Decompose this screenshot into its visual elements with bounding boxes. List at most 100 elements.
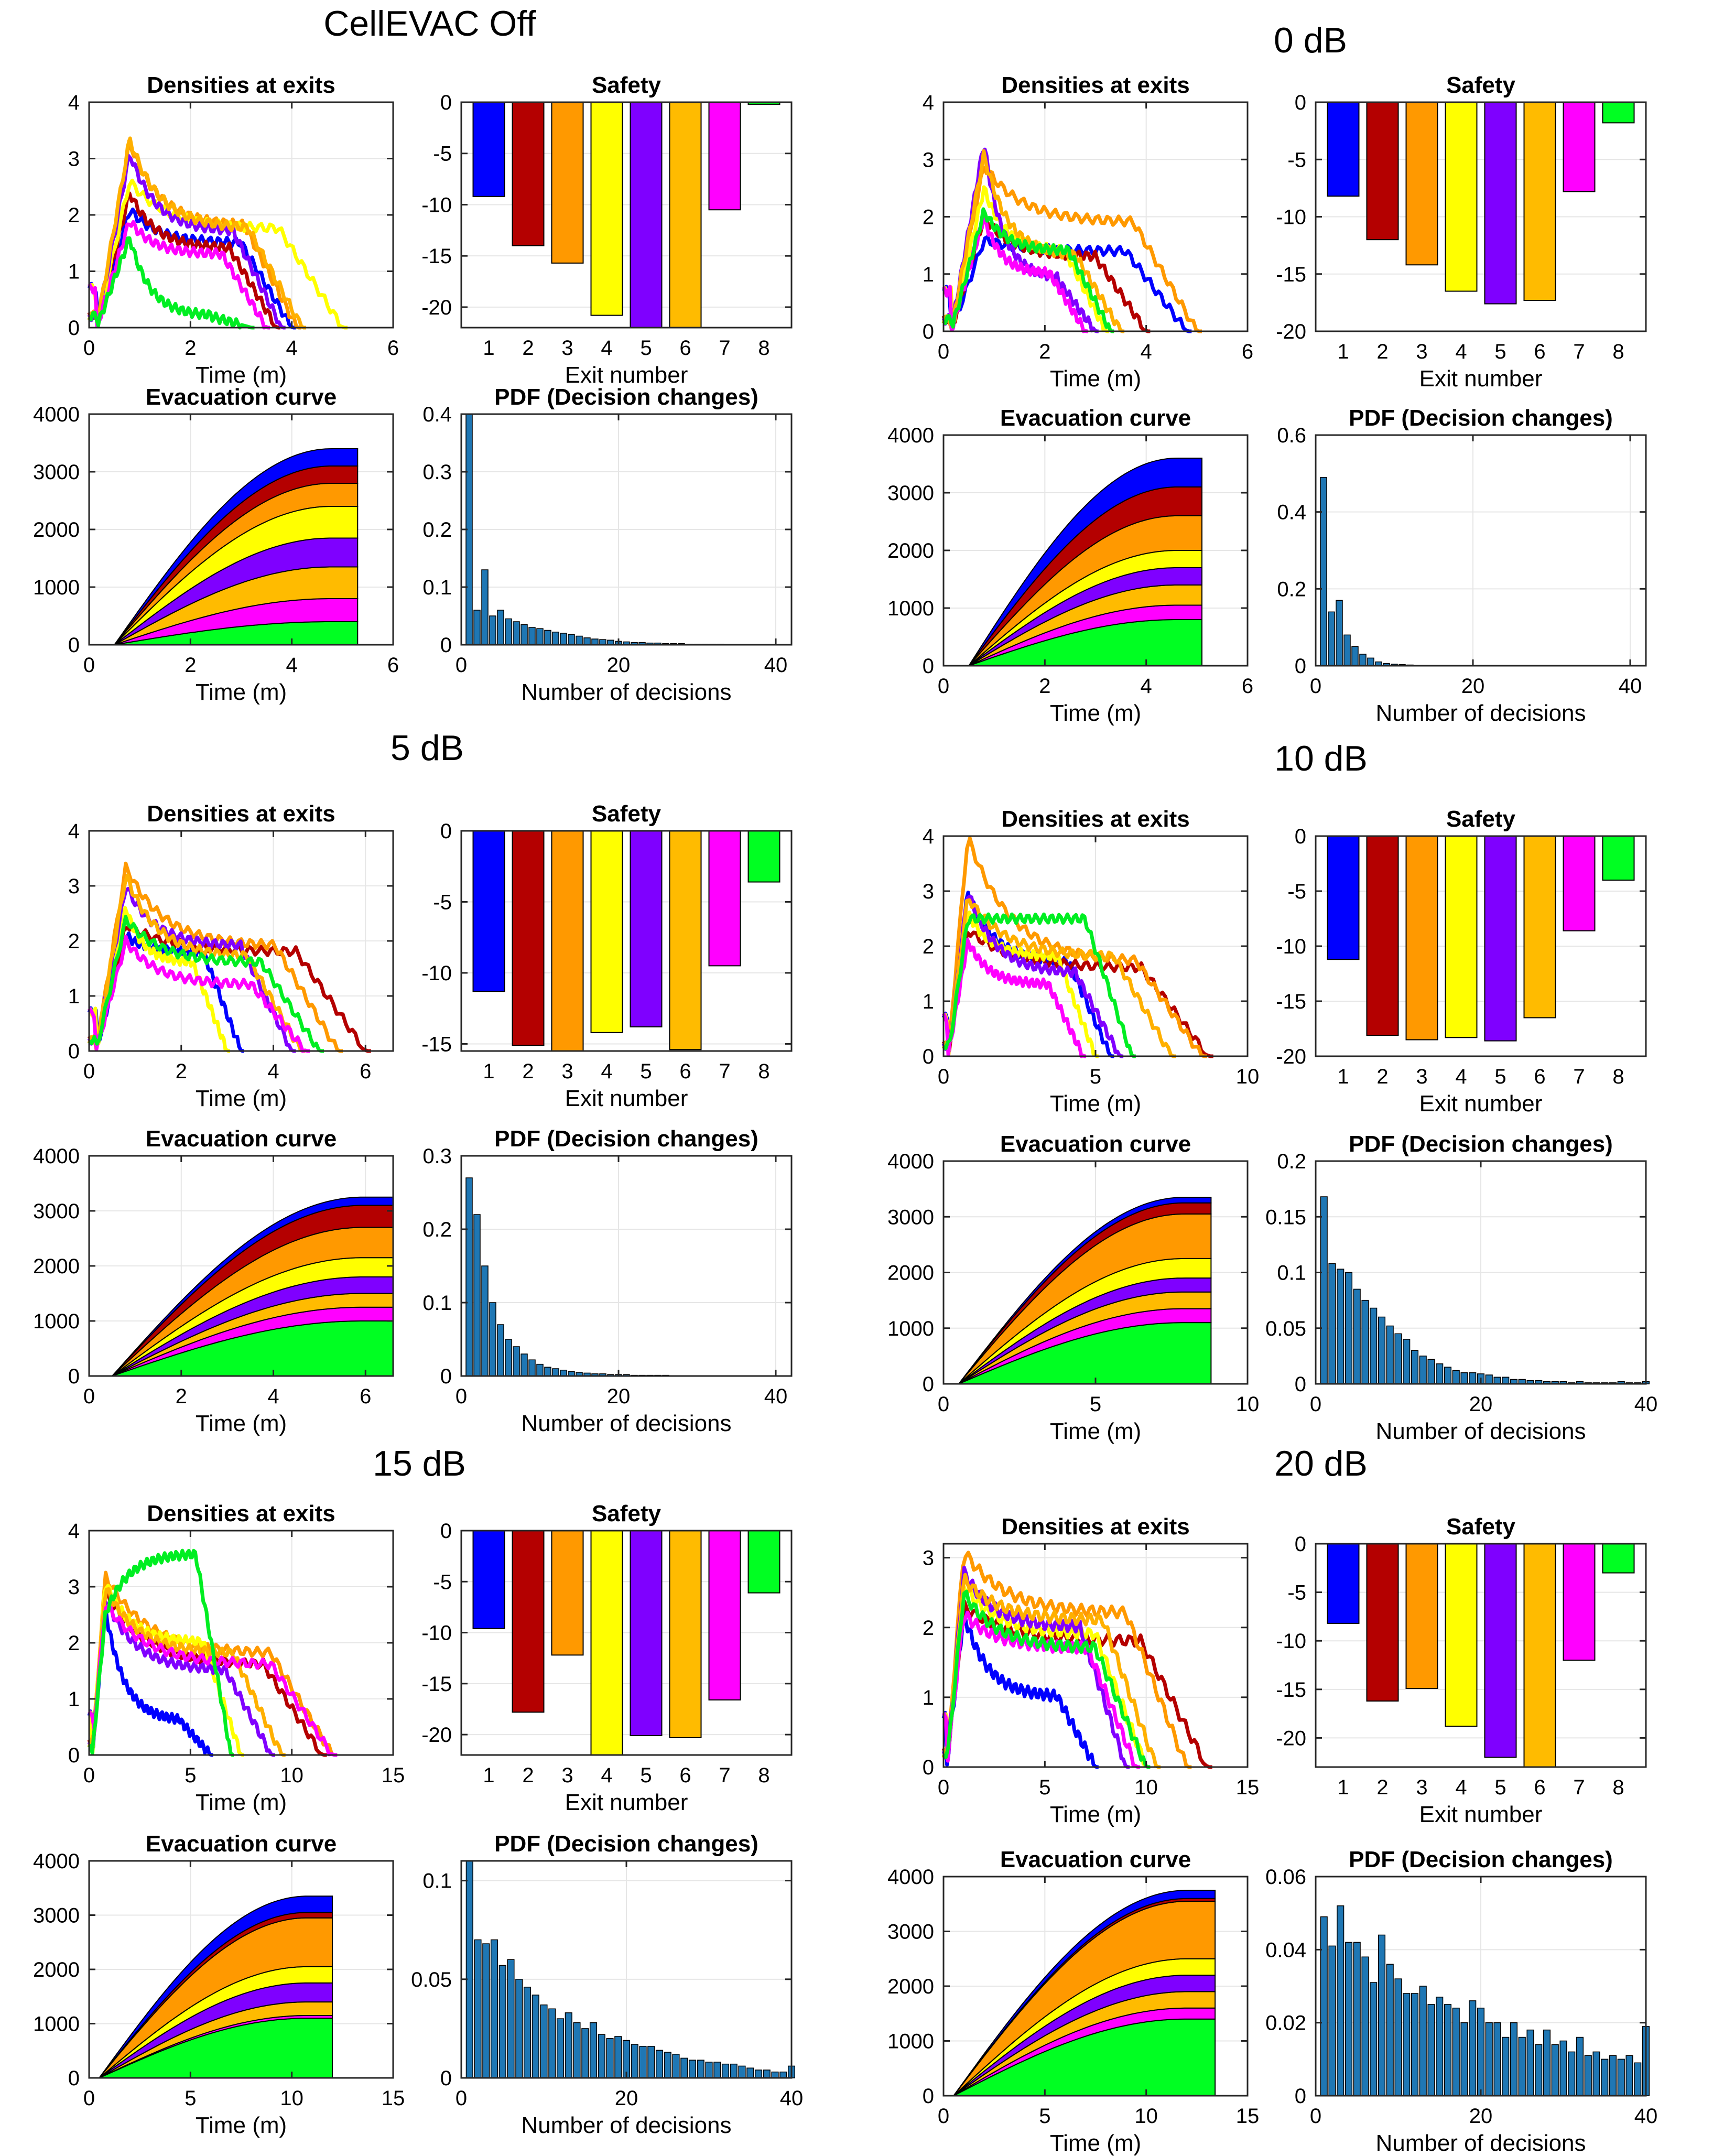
densities-title: Densities at exits (147, 801, 335, 827)
pdf-bar-8 (521, 624, 528, 645)
y-tick-label: 0.1 (422, 1870, 452, 1893)
y-tick-label: 0 (923, 320, 934, 343)
x-tick-label: 6 (1534, 1065, 1545, 1088)
evacuation-title: Evacuation curve (146, 1831, 337, 1857)
pdf-bar-21 (1485, 1374, 1493, 1384)
pdf-xlabel: Number of decisions (1375, 1418, 1586, 1444)
safety-axes: 1 2 3 4 5 6 7 8 0 -5 -10 -15 -20 Safety Exit number (1276, 1514, 1647, 1827)
x-tick-label: 4 (1455, 1776, 1467, 1799)
pdf-bar-7 (513, 621, 520, 645)
y-tick-label: 2000 (887, 1975, 934, 1998)
y-tick-label: -20 (421, 296, 452, 319)
evacuation-plot (958, 1197, 1212, 1384)
pdf-frame (1315, 434, 1647, 667)
pdf-bar-27 (680, 2057, 688, 2078)
y-tick-label: 0.4 (1277, 501, 1306, 524)
x-tick-label: 6 (387, 337, 399, 360)
x-tick-label: 8 (758, 337, 769, 360)
y-tick-label: 0.02 (1265, 2012, 1306, 2035)
pdf-bar-34 (1592, 2051, 1600, 2096)
safety-bar-exit-7 (1563, 836, 1596, 931)
pdf-tick-labels: 0 20 40 0 0.05 0.1 0.15 0.2 (1265, 1150, 1657, 1416)
pdf-bar-12 (556, 2018, 565, 2078)
y-tick-label: -10 (1276, 206, 1306, 229)
densities-axes: 0 2 4 6 0 1 2 3 4 Densities at exits Time (m) (68, 801, 394, 1111)
safety-bar-exit-6 (1523, 102, 1556, 301)
pdf-bar-14 (1427, 2004, 1435, 2096)
density-line-exit-8 (88, 915, 324, 1053)
y-tick-label: 3 (68, 148, 80, 171)
densities-frame (88, 101, 394, 329)
x-tick-label: 5 (640, 1764, 652, 1787)
x-tick-label: 40 (764, 654, 788, 677)
pdf-bar-28 (1543, 2029, 1551, 2096)
pdf-bar-22 (639, 2046, 647, 2078)
x-tick-label: 5 (1039, 2105, 1050, 2128)
safety-bar-exit-6 (669, 830, 702, 1050)
pdf-bar-2 (473, 1214, 481, 1377)
axes-box (460, 1530, 793, 1756)
y-tick-label: 4000 (887, 1866, 934, 1889)
pdf-xlabel: Number of decisions (521, 2112, 731, 2138)
y-tick-label: 2 (923, 935, 934, 958)
y-tick-label: 0.1 (1277, 1262, 1306, 1285)
pdf-bar-2 (474, 1939, 482, 2078)
pdf-title: PDF (Decision changes) (1349, 405, 1613, 431)
pdf-bar-34 (738, 2065, 746, 2078)
safety-bar-exit-1 (1327, 1543, 1360, 1624)
y-tick-label: -5 (1287, 148, 1306, 171)
densities-frame (942, 835, 1249, 1057)
x-tick-label: 5 (1039, 1776, 1050, 1799)
evacuation-axes: 0 2 4 6 0 1000 2000 3000 4000 Evacuation curve Tim… (33, 384, 399, 705)
safety-bar-exit-4 (1445, 1543, 1478, 1727)
pdf-bar-22 (1493, 2022, 1501, 2096)
y-tick-label: -10 (1276, 1630, 1306, 1653)
x-tick-label: 7 (1573, 340, 1585, 363)
pdf-bar-10 (1394, 1333, 1402, 1384)
pdf-title: PDF (Decision changes) (1349, 1847, 1613, 1872)
safety-plot-area (461, 1531, 792, 1755)
safety-bar-exit-4 (1445, 836, 1478, 1038)
pdf-bar-8 (523, 1987, 532, 2078)
densities-tick-labels: 0 5 10 15 0 1 2 3 (923, 1547, 1260, 1799)
scenario-heading: 0 dB (1274, 20, 1347, 60)
pdf-plot (465, 1177, 779, 1377)
x-tick-label: 0 (938, 2105, 949, 2128)
y-tick-label: 1 (923, 263, 934, 286)
x-tick-label: 5 (1494, 1065, 1506, 1088)
y-tick-label: 0.1 (422, 576, 452, 599)
safety-frame (460, 1530, 793, 1756)
pdf-bar-17 (598, 2034, 605, 2078)
safety-bar-exit-1 (1327, 102, 1360, 197)
evacuation-title: Evacuation curve (146, 1126, 337, 1152)
pdf-bar-15 (1436, 1997, 1444, 2096)
axes-box (1315, 434, 1647, 667)
safety-xlabel: Exit number (1419, 366, 1543, 392)
x-tick-label: 5 (1090, 1065, 1101, 1088)
x-tick-label: 3 (1416, 340, 1427, 363)
y-tick-label: 4 (68, 91, 80, 114)
x-tick-label: 6 (360, 1060, 371, 1083)
safety-tick-labels: 1 2 3 4 5 6 7 8 0 -5 -10 -15 -20 (1276, 1533, 1624, 1799)
pdf-bar-32 (1576, 2036, 1584, 2096)
pdf-bar-13 (560, 633, 567, 645)
evacuation-axes: 0 5 10 15 0 1000 2000 3000 4000 Evacuation curve T… (887, 1847, 1259, 2156)
y-tick-label: -15 (421, 1673, 452, 1696)
pdf-bar-33 (1584, 2055, 1592, 2096)
pdf-bar-3 (1337, 1905, 1345, 2096)
safety-bar-exit-6 (1523, 836, 1556, 1019)
pdf-bar-4 (1345, 1942, 1353, 2096)
x-tick-label: 1 (483, 337, 494, 360)
x-tick-label: 6 (1242, 675, 1253, 698)
y-tick-label: -20 (421, 1724, 452, 1747)
safety-bar-exit-3 (551, 830, 584, 1052)
pdf-bar-6 (1359, 654, 1367, 666)
x-tick-label: 3 (1416, 1776, 1427, 1799)
pdf-axes: 0 20 40 0 0.1 0.2 0.3 0.4 PDF (Decision changes)… (422, 384, 793, 705)
pdf-axes: 0 20 40 0 0.05 0.1 PDF (Decision changes) Numbe… (411, 1831, 803, 2138)
y-tick-label: 0.3 (422, 461, 452, 484)
pdf-bar-30 (1559, 2040, 1567, 2096)
pdf-bar-21 (631, 2044, 638, 2078)
pdf-bar-24 (1510, 2022, 1518, 2096)
x-tick-label: 6 (387, 654, 399, 677)
